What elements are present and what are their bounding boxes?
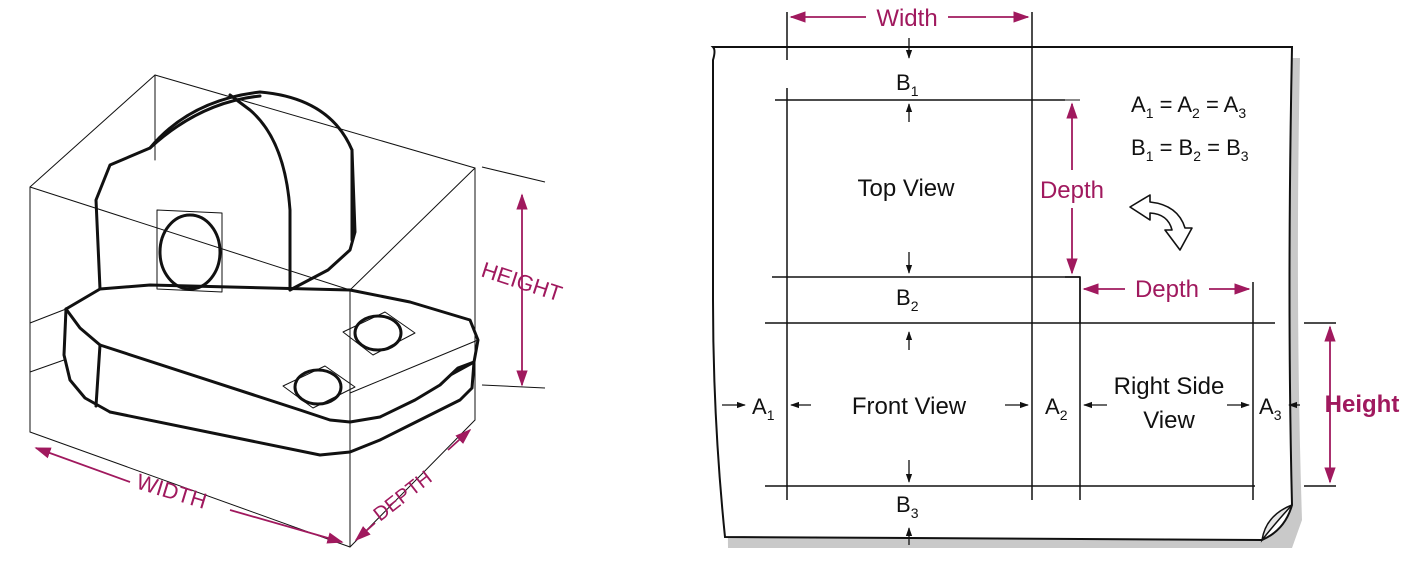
isometric-width-label: WIDTH: [134, 469, 210, 514]
a3-label: A3: [1259, 394, 1282, 423]
projection-sheet: [710, 46, 1302, 548]
base-hole-2: [282, 365, 356, 409]
width-dimension-arrow-right: [229, 509, 344, 544]
height-extension-top: [481, 166, 546, 183]
projection-depth-label-top: Depth: [1040, 177, 1104, 204]
b3-label: B3: [896, 492, 919, 521]
isometric-depth-label: DEPTH: [370, 467, 437, 526]
projection-height-label: Height: [1325, 391, 1400, 418]
projection-depth-label-side: Depth: [1135, 276, 1199, 303]
side-view-label-line2: View: [1143, 407, 1195, 434]
projection-lines: [765, 12, 1336, 500]
projection-dimensions: [789, 11, 1336, 484]
a2-label: A2: [1045, 394, 1068, 423]
b1-label: B1: [896, 70, 919, 99]
bounding-box: [29, 74, 479, 548]
top-view-label: Top View: [858, 175, 956, 202]
b2-label: B2: [896, 285, 919, 314]
upright-block: [94, 90, 357, 292]
front-view-label: Front View: [852, 393, 967, 420]
depth-dimension-arrow-right: [447, 428, 472, 451]
isometric-view: [29, 74, 480, 548]
isometric-dimensions: HEIGHT WIDTH DEPTH: [34, 166, 565, 544]
a1-label: A1: [752, 394, 775, 423]
sheet-curl: [1260, 504, 1293, 543]
depth-dimension-arrow-left: [354, 522, 376, 542]
equation-b: B1 = B2 = B3: [1131, 135, 1249, 164]
base-hole-1: [342, 311, 416, 356]
projection-width-label: Width: [876, 5, 937, 32]
upright-hole: [156, 209, 223, 293]
side-view-label-line1: Right Side: [1114, 373, 1225, 400]
sheet-paper: [710, 46, 1294, 542]
base-block: [62, 283, 480, 457]
rotation-arrow-icon: [1129, 194, 1193, 251]
reference-arrows: [722, 38, 1300, 545]
height-extension-bottom: [481, 384, 546, 389]
width-dimension-arrow-left: [34, 447, 131, 483]
equation-a: A1 = A2 = A3: [1131, 92, 1246, 121]
